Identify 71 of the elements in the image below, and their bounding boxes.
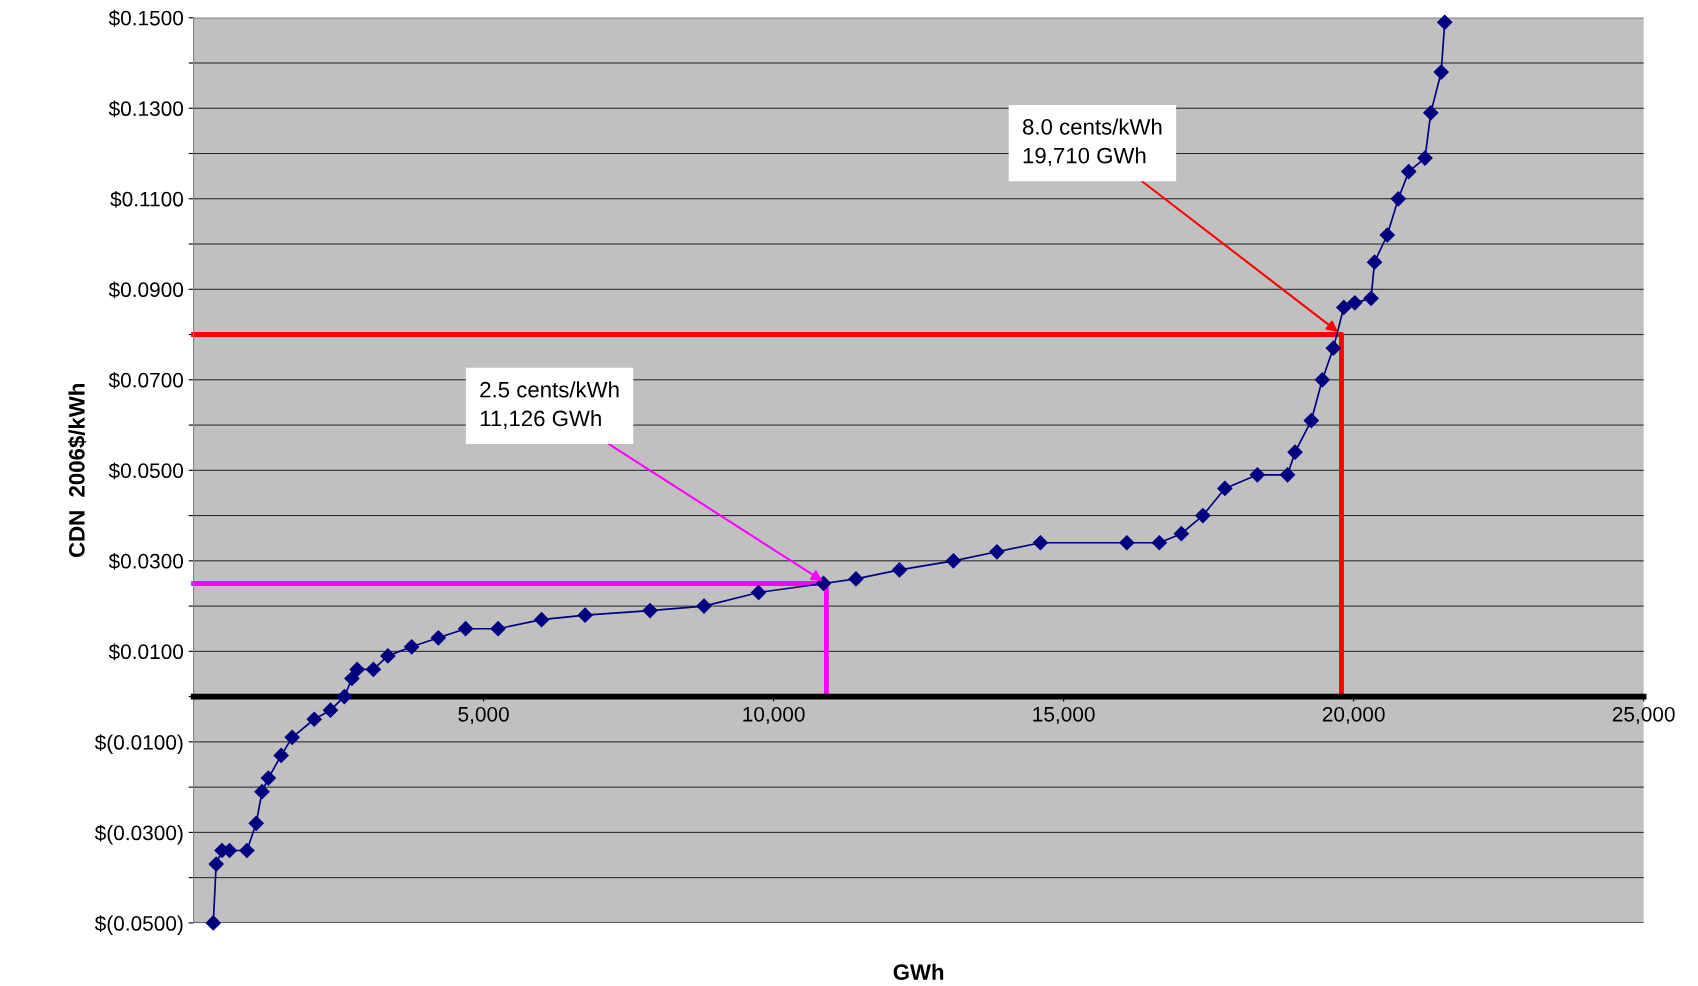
point: [1347, 295, 1363, 311]
point: [696, 598, 712, 614]
point: [273, 747, 289, 764]
point: [1032, 535, 1048, 551]
point: [306, 711, 322, 727]
point: [1417, 150, 1433, 166]
point: [891, 562, 908, 578]
point: [989, 544, 1005, 560]
x-axis-title: GWh: [893, 963, 944, 980]
point: [1217, 480, 1233, 496]
point: [365, 661, 381, 678]
annotation: 2.5 cents/kWh 11,126 GWh: [480, 381, 619, 429]
y-tick-label: $(0.0500): [94, 915, 183, 935]
y-tick-label: $(0.0300): [94, 824, 183, 845]
y-tick-label: $0.1500: [108, 9, 184, 27]
point: [239, 842, 255, 859]
y-tick-label: $0.0700: [108, 371, 184, 389]
point: [1314, 372, 1330, 388]
point: [336, 689, 352, 705]
point: [248, 815, 264, 831]
point: [1390, 191, 1406, 207]
point: [208, 856, 224, 872]
y-tick-label: $0.0300: [108, 552, 184, 570]
y-tick-label: $0.1300: [108, 100, 184, 118]
x-tick-label: 20,000: [1322, 706, 1385, 725]
y-axis-title: CDN 2006$/kWh: [68, 384, 87, 558]
point: [1195, 508, 1211, 524]
annotation: 8.0 cents/kWh 19,710 GWh: [1022, 118, 1162, 167]
point: [344, 670, 360, 687]
point: [1119, 535, 1135, 551]
x-tick-label: 10,000: [743, 706, 805, 725]
point: [1173, 526, 1189, 542]
point: [260, 770, 276, 786]
point: [458, 621, 474, 637]
point: [1366, 254, 1383, 270]
y-tick-label: $0.0900: [108, 281, 184, 299]
point: [254, 784, 270, 800]
point: [642, 603, 658, 619]
point: [1433, 64, 1449, 80]
point: [848, 571, 864, 587]
point: [404, 639, 420, 655]
y-tick-label: $(0.0100): [94, 734, 183, 754]
y-tick-label: $0.1100: [110, 190, 184, 208]
point: [205, 915, 221, 931]
point: [534, 612, 550, 628]
point: [1379, 227, 1395, 243]
point: [1363, 290, 1379, 306]
y-tick-label: $0.0100: [108, 643, 184, 661]
point: [380, 648, 396, 664]
x-tick-label: 5,000: [458, 706, 509, 725]
point: [1151, 535, 1167, 551]
point: [577, 607, 593, 623]
point: [1279, 467, 1296, 483]
point: [1336, 299, 1352, 315]
point: [1401, 164, 1417, 180]
point: [430, 630, 446, 646]
point: [1303, 412, 1319, 429]
point: [322, 702, 339, 718]
point: [284, 729, 300, 745]
point: [945, 553, 961, 569]
point: [1287, 444, 1303, 460]
x-tick-label: 15,000: [1033, 706, 1095, 725]
point: [490, 621, 506, 637]
y-tick-label: $0.0500: [108, 462, 184, 480]
point: [349, 661, 365, 678]
x-tick-label: 25,000: [1612, 706, 1675, 725]
point: [1325, 340, 1341, 356]
point: [750, 584, 767, 601]
point: [1437, 14, 1453, 30]
point: [1423, 105, 1439, 121]
point: [1249, 467, 1265, 483]
